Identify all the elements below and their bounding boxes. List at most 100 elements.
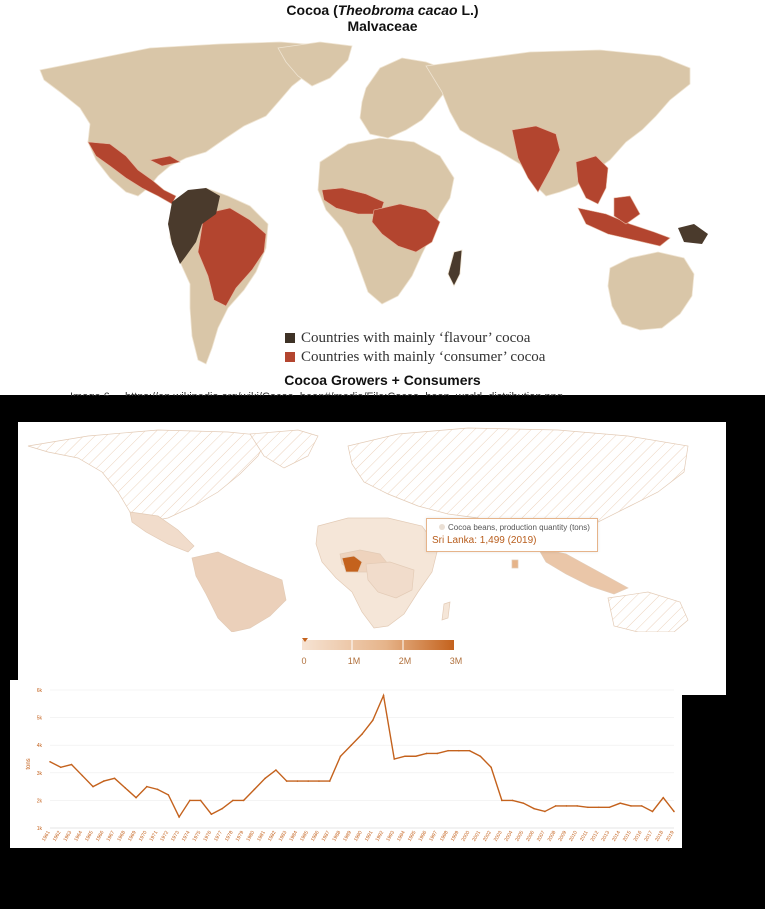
data-point[interactable] xyxy=(468,749,471,752)
map-tooltip: Cocoa beans, production quantity (tons) … xyxy=(426,518,598,552)
data-point[interactable] xyxy=(318,780,320,782)
data-point[interactable] xyxy=(501,799,503,802)
data-point[interactable] xyxy=(393,758,396,760)
data-point[interactable] xyxy=(371,719,374,722)
data-point[interactable] xyxy=(328,780,331,782)
data-point[interactable] xyxy=(458,749,460,752)
data-point[interactable] xyxy=(339,755,342,758)
x-tick-label: 1963 xyxy=(62,830,73,843)
data-point[interactable] xyxy=(608,806,611,809)
data-point[interactable] xyxy=(533,807,535,810)
map-sri-lanka xyxy=(511,559,519,569)
data-point[interactable] xyxy=(102,780,105,782)
data-point[interactable] xyxy=(565,805,568,807)
data-point[interactable] xyxy=(49,760,51,763)
papua-new-guinea xyxy=(678,224,708,244)
data-point[interactable] xyxy=(253,788,256,791)
data-point[interactable] xyxy=(404,755,406,758)
production-line-chart: 1k 2k 3k 4k 5k 6k tons 1961 1962 1963 1964 1965 19… xyxy=(10,680,682,848)
data-point[interactable] xyxy=(81,774,84,777)
consumer-cocoa-regions xyxy=(87,125,671,307)
data-point[interactable] xyxy=(221,807,223,810)
data-point[interactable] xyxy=(156,788,159,791)
x-tick-label: 2007 xyxy=(536,830,547,843)
tooltip-series-dot xyxy=(439,524,445,530)
x-tick-label: 2001 xyxy=(471,830,482,843)
x-tick-label: 1971 xyxy=(149,830,160,843)
data-point[interactable] xyxy=(511,799,514,802)
data-point[interactable] xyxy=(630,805,632,807)
x-tick-label: 1999 xyxy=(450,830,461,843)
data-point[interactable] xyxy=(576,805,578,807)
data-point[interactable] xyxy=(425,752,428,755)
europe xyxy=(359,57,449,139)
tooltip-value: Sri Lanka: 1,499 (2019) xyxy=(432,535,537,546)
x-tick-label: 2011 xyxy=(579,830,590,843)
india xyxy=(511,125,561,193)
data-point[interactable] xyxy=(619,802,622,804)
data-point[interactable] xyxy=(242,799,245,802)
x-tick-label: 2008 xyxy=(547,830,558,843)
x-tick-label: 1988 xyxy=(331,830,342,843)
x-tick-label: 2006 xyxy=(525,830,536,843)
x-tick-label: 1968 xyxy=(116,830,127,843)
data-point[interactable] xyxy=(285,780,288,782)
data-point[interactable] xyxy=(167,794,170,796)
data-point[interactable] xyxy=(296,780,299,782)
data-point[interactable] xyxy=(651,810,654,813)
data-point[interactable] xyxy=(361,733,363,735)
x-tick-label: 2004 xyxy=(504,830,515,843)
legend-consumer-swatch xyxy=(285,352,295,362)
x-tick-label: 2005 xyxy=(514,830,525,843)
data-point[interactable] xyxy=(199,799,202,802)
data-point[interactable] xyxy=(382,694,385,697)
x-tick-label: 1962 xyxy=(52,830,63,843)
data-point[interactable] xyxy=(490,766,492,769)
data-point[interactable] xyxy=(479,755,482,758)
caribbean xyxy=(149,155,181,167)
data-point[interactable] xyxy=(447,749,449,752)
data-point[interactable] xyxy=(113,777,116,780)
data-point[interactable] xyxy=(436,752,439,755)
data-point[interactable] xyxy=(135,796,137,799)
australia xyxy=(607,251,695,331)
data-point[interactable] xyxy=(662,796,665,799)
data-point[interactable] xyxy=(70,763,73,766)
data-point[interactable] xyxy=(210,813,213,815)
data-point[interactable] xyxy=(640,805,643,807)
data-point[interactable] xyxy=(275,769,277,771)
map-cote-divoire-ghana xyxy=(341,555,363,573)
data-point[interactable] xyxy=(554,805,557,807)
data-point[interactable] xyxy=(92,785,94,788)
color-scale[interactable] xyxy=(302,638,454,650)
scale-marker-icon xyxy=(302,638,308,642)
x-tick-label: 1965 xyxy=(84,830,95,843)
figure-caption: Cocoa Growers + Consumers xyxy=(284,372,481,388)
x-tick-label: 2013 xyxy=(600,830,611,843)
x-tick-label: 1997 xyxy=(428,830,439,843)
x-tick-label: 1977 xyxy=(213,830,224,843)
map-central-africa xyxy=(365,561,415,599)
x-tick-label: 1976 xyxy=(202,830,213,843)
data-point[interactable] xyxy=(59,766,62,769)
data-point[interactable] xyxy=(264,777,266,780)
data-point[interactable] xyxy=(178,816,180,818)
data-point[interactable] xyxy=(587,806,589,809)
data-point[interactable] xyxy=(522,802,525,804)
data-point[interactable] xyxy=(307,780,310,782)
data-point[interactable] xyxy=(544,810,546,813)
x-tick-label: 2009 xyxy=(557,830,568,843)
data-point[interactable] xyxy=(350,744,353,746)
data-point[interactable] xyxy=(232,799,234,802)
x-tick-label: 1982 xyxy=(267,830,278,843)
x-tick-label: 1998 xyxy=(439,830,450,843)
data-point[interactable] xyxy=(189,799,191,802)
x-tick-label: 1974 xyxy=(181,830,192,843)
data-point[interactable] xyxy=(124,787,127,789)
data-point[interactable] xyxy=(414,755,417,758)
data-point[interactable] xyxy=(673,810,675,813)
x-tick-label: 2014 xyxy=(611,830,622,843)
data-point[interactable] xyxy=(146,785,148,788)
data-point[interactable] xyxy=(597,806,600,809)
